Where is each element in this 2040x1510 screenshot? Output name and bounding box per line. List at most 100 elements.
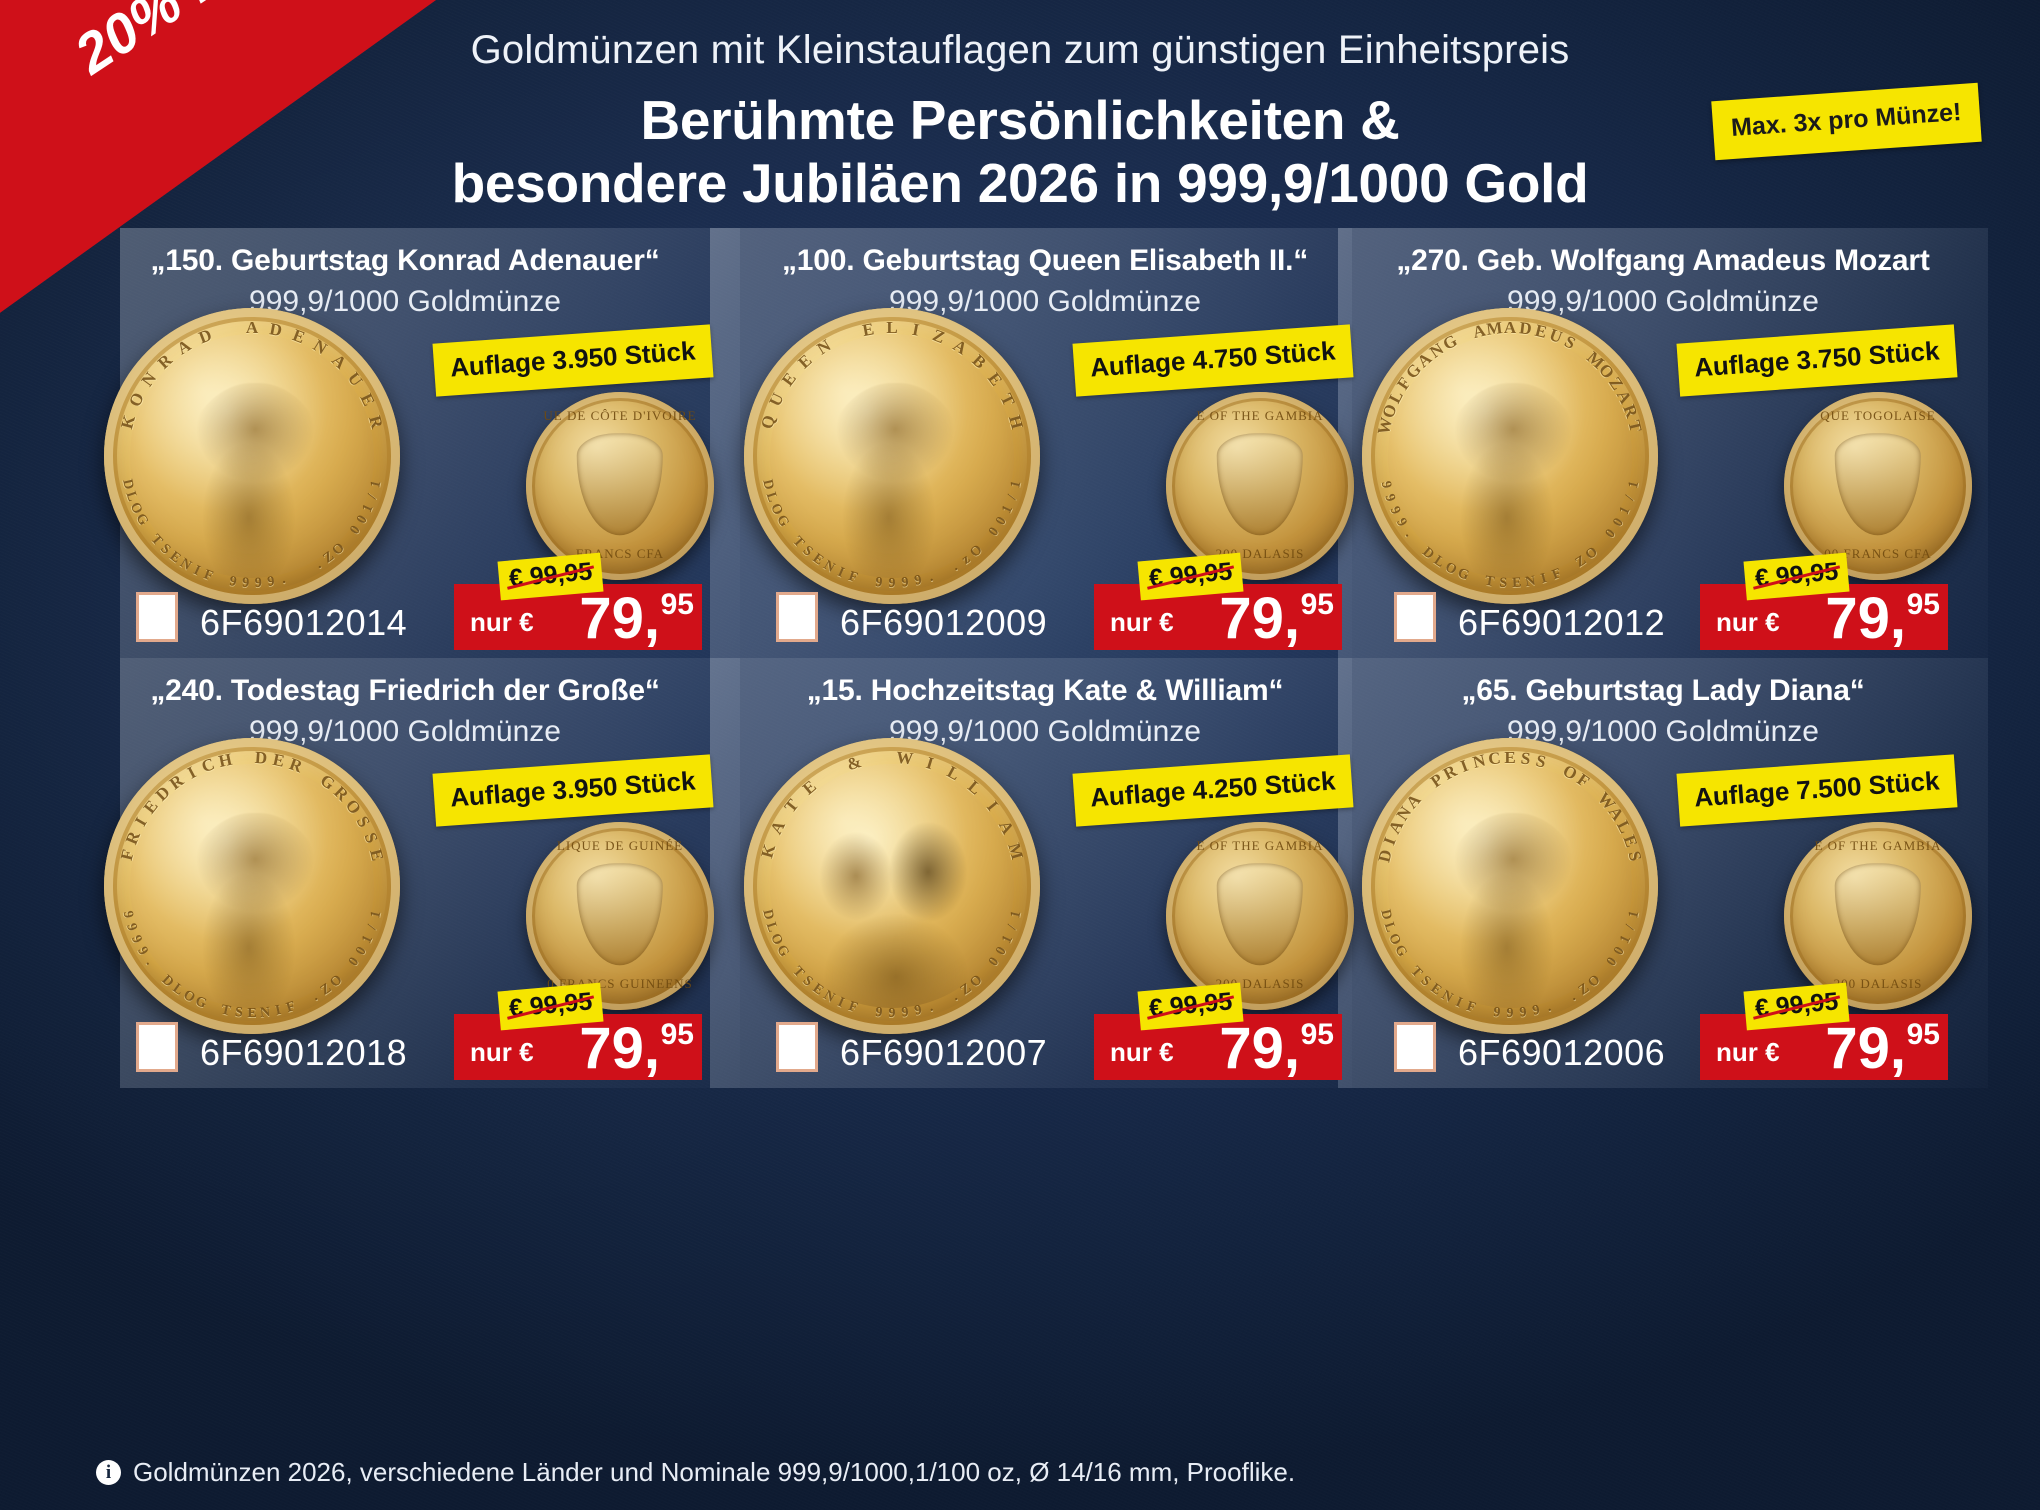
- product-row-2: „240. Todestag Friedrich der Große“ 999,…: [0, 658, 2040, 1106]
- footnote: i Goldmünzen 2026, verschiedene Länder u…: [96, 1457, 1295, 1488]
- order-checkbox[interactable]: [136, 592, 178, 642]
- order-checkbox[interactable]: [1394, 592, 1436, 642]
- coin-field: [130, 334, 374, 578]
- price-box: nur € 79, 95: [1094, 584, 1342, 650]
- coin-portrait: [1432, 812, 1594, 1008]
- order-checkbox[interactable]: [776, 1022, 818, 1072]
- article-number: 6F69012007: [840, 1032, 1048, 1073]
- coin-portrait: [174, 382, 336, 578]
- card-footer: 6F69012006 € 99,95 nur € 79, 95: [1348, 982, 1978, 1088]
- price-cents: 95: [1300, 588, 1334, 621]
- coin-reverse-image: E OF THE GAMBIA 200 DALASIS: [1166, 822, 1354, 1010]
- price-cents: 95: [660, 588, 694, 621]
- headline-line-1: Berühmte Persönlichkeiten &: [640, 89, 1400, 151]
- coin-field: [130, 764, 374, 1008]
- coin-reverse-image: QUE TOGOLAISE 00 FRANCS CFA: [1784, 392, 1972, 580]
- product-card-queen-elisabeth[interactable]: „100. Geburtstag Queen Elisabeth II.“ 99…: [710, 228, 1360, 658]
- coin-portrait: [174, 812, 336, 1008]
- card-footer: 6F69012014 € 99,95 nur € 79, 95: [90, 552, 720, 658]
- coin-field: [1388, 764, 1632, 1008]
- coin-reverse-top-legend: UE DE CÔTE D'IVOIRE: [543, 408, 697, 423]
- product-card-lady-diana[interactable]: „65. Geburtstag Lady Diana“ 999,9/1000 G…: [1338, 658, 1988, 1088]
- product-row-1: „150. Geburtstag Konrad Adenauer“ 999,9/…: [0, 228, 2040, 658]
- coin-reverse-top-legend: E OF THE GAMBIA: [1196, 408, 1324, 423]
- article-number: 6F69012012: [1458, 602, 1666, 643]
- coin-portrait: [814, 382, 976, 578]
- price-box: nur € 79, 95: [454, 1014, 702, 1080]
- coin-reverse-image: E OF THE GAMBIA 200 DALASIS: [1166, 392, 1354, 580]
- order-checkbox[interactable]: [136, 1022, 178, 1072]
- product-card-adenauer[interactable]: „150. Geburtstag Konrad Adenauer“ 999,9/…: [90, 228, 740, 658]
- coin-field: [770, 764, 1014, 1008]
- price-main: 79,: [1219, 1016, 1300, 1081]
- card-footer: 6F69012012 € 99,95 nur € 79, 95: [1348, 552, 1978, 658]
- product-subtitle: 999,9/1000 Goldmünze: [249, 715, 561, 748]
- info-icon: i: [96, 1460, 121, 1485]
- product-title: „15. Hochzeitstag Kate & William“: [806, 674, 1284, 707]
- card-footer: 6F69012018 € 99,95 nur € 79, 95: [90, 982, 720, 1088]
- old-price-value: € 99,95: [1753, 987, 1839, 1023]
- order-checkbox[interactable]: [1394, 1022, 1436, 1072]
- article-number: 6F69012009: [840, 602, 1048, 643]
- price-cents: 95: [1300, 1018, 1334, 1051]
- coin-portrait: [795, 812, 997, 1008]
- price-prefix: nur €: [1716, 1037, 1780, 1067]
- price-main: 79,: [1219, 586, 1300, 651]
- order-checkbox[interactable]: [776, 592, 818, 642]
- price-prefix: nur €: [1110, 607, 1174, 637]
- coin-reverse-image: LIQUE DE GUINÉE 0 FRANCS GUINEENS: [526, 822, 714, 1010]
- article-number: 6F69012018: [200, 1032, 408, 1073]
- product-subtitle: 999,9/1000 Goldmünze: [1507, 715, 1819, 748]
- price-prefix: nur €: [470, 607, 534, 637]
- price-box: nur € 79, 95: [1700, 1014, 1948, 1080]
- price-main: 79,: [1825, 1016, 1906, 1081]
- coin-reverse-top-legend: LIQUE DE GUINÉE: [556, 838, 684, 853]
- price-main: 79,: [579, 586, 660, 651]
- product-title: „100. Geburtstag Queen Elisabeth II.“: [781, 244, 1309, 277]
- product-card-mozart[interactable]: „270. Geb. Wolfgang Amadeus Mozart 999,9…: [1338, 228, 1988, 658]
- coin-crest-icon: [1216, 433, 1304, 535]
- article-number: 6F69012014: [200, 602, 408, 643]
- price-cents: 95: [660, 1018, 694, 1051]
- product-subtitle: 999,9/1000 Goldmünze: [249, 285, 561, 318]
- old-price-value: € 99,95: [507, 987, 593, 1023]
- coin-reverse-top-legend: E OF THE GAMBIA: [1814, 838, 1942, 853]
- footnote-text: Goldmünzen 2026, verschiedene Länder und…: [133, 1457, 1296, 1487]
- coin-reverse-top-legend: E OF THE GAMBIA: [1196, 838, 1324, 853]
- article-number: 6F69012006: [1458, 1032, 1666, 1073]
- old-price-value: € 99,95: [507, 557, 593, 593]
- price-prefix: nur €: [470, 1037, 534, 1067]
- coin-reverse-top-legend: QUE TOGOLAISE: [1820, 408, 1936, 423]
- coin-field: [770, 334, 1014, 578]
- price-box: nur € 79, 95: [1094, 1014, 1342, 1080]
- coin-portrait: [1432, 382, 1594, 578]
- price-cents: 95: [1906, 588, 1940, 621]
- product-card-kate-william[interactable]: „15. Hochzeitstag Kate & William“ 999,9/…: [710, 658, 1360, 1088]
- coin-reverse-image: UE DE CÔTE D'IVOIRE FRANCS CFA: [526, 392, 714, 580]
- price-box: nur € 79, 95: [1700, 584, 1948, 650]
- coin-crest-icon: [1216, 863, 1304, 965]
- price-main: 79,: [1825, 586, 1906, 651]
- coin-crest-icon: [1834, 433, 1922, 535]
- product-title: „65. Geburtstag Lady Diana“: [1461, 674, 1865, 707]
- page-header: Goldmünzen mit Kleinstauflagen zum günst…: [0, 28, 2040, 214]
- coin-crest-icon: [1834, 863, 1922, 965]
- coin-reverse-bottom-legend: 00 FRANCS CFA: [1824, 546, 1932, 561]
- coin-field: [1388, 334, 1632, 578]
- header-kicker: Goldmünzen mit Kleinstauflagen zum günst…: [470, 28, 1570, 72]
- headline-line-2: besondere Jubiläen 2026 in 999,9/1000 Go…: [451, 151, 1589, 214]
- old-price-value: € 99,95: [1147, 557, 1233, 593]
- old-price-value: € 99,95: [1147, 987, 1233, 1023]
- card-footer: 6F69012009 € 99,95 nur € 79, 95: [730, 552, 1360, 658]
- price-prefix: nur €: [1110, 1037, 1174, 1067]
- product-card-friedrich[interactable]: „240. Todestag Friedrich der Große“ 999,…: [90, 658, 740, 1088]
